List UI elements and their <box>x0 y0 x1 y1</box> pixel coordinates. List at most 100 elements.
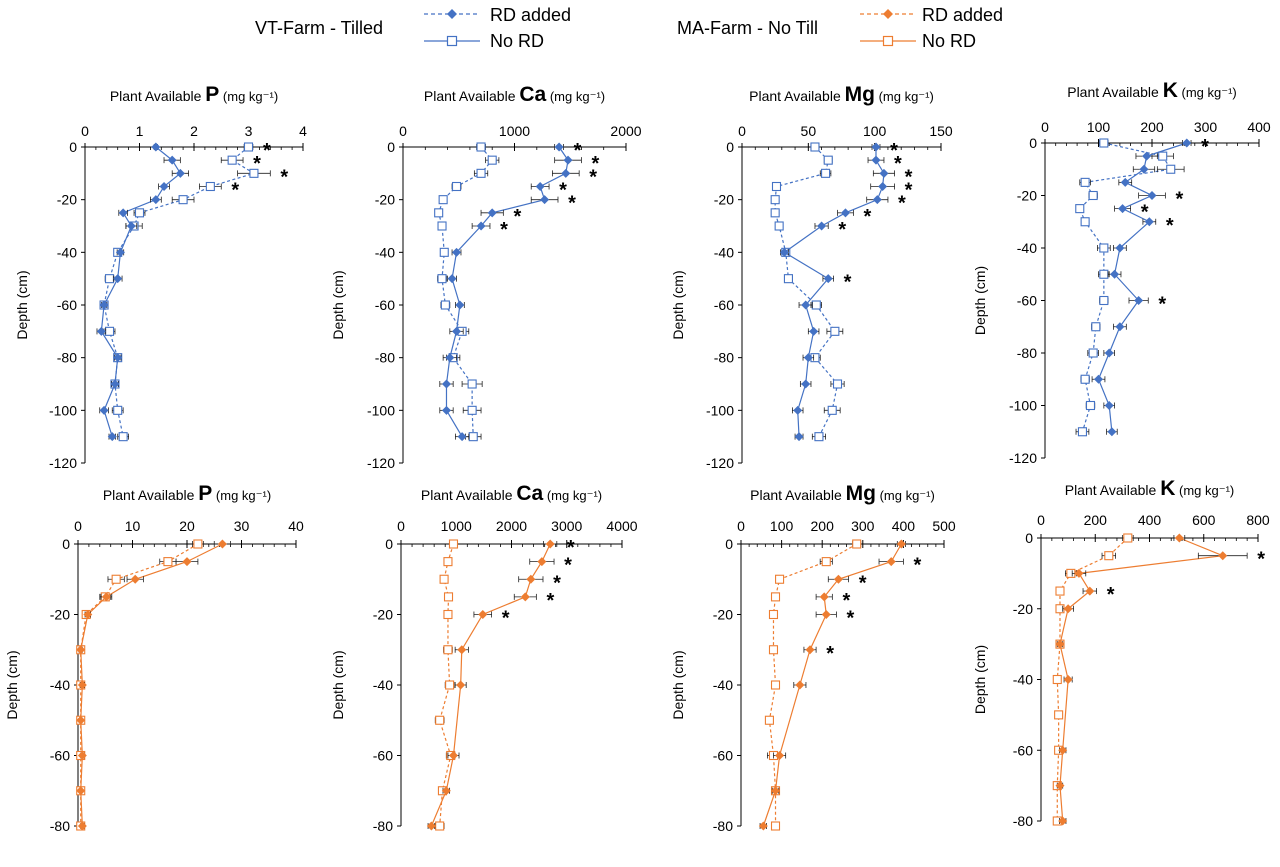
y-axis-label: Depth (cm) <box>670 270 686 339</box>
significance-asterisk: * <box>859 572 867 594</box>
data-point-diamond <box>535 182 545 191</box>
legend: VT-Farm - Tilled RD added No RD MA-Farm … <box>255 5 1003 51</box>
y-tick-label: -100 <box>706 402 734 418</box>
significance-asterisk: * <box>1158 294 1166 316</box>
x-tick-label: 200 <box>1140 119 1164 135</box>
data-point-diamond <box>833 574 843 584</box>
data-point-diamond <box>771 786 781 796</box>
data-point-square <box>111 574 121 584</box>
data-point-square <box>448 539 459 549</box>
chart-title-unit: (mg kg⁻¹) <box>546 89 605 104</box>
data-point-square <box>1158 151 1168 161</box>
data-point-square <box>1075 204 1085 214</box>
chart-title-nutrient: Ca <box>516 482 543 505</box>
y-tick-label: 0 <box>387 139 395 155</box>
data-point-square <box>1080 374 1090 384</box>
data-point-diamond <box>1104 401 1114 410</box>
significance-asterisk: * <box>500 219 508 241</box>
data-point-square <box>434 208 444 218</box>
data-point-diamond <box>487 208 497 218</box>
x-tick-label: 2 <box>190 123 198 139</box>
data-point-square <box>435 715 445 725</box>
data-point-square <box>134 208 145 218</box>
significance-asterisk: * <box>253 153 261 175</box>
series-line <box>1059 537 1226 822</box>
significance-asterisk: * <box>842 590 850 612</box>
x-tick-label: 20 <box>179 518 195 534</box>
legend-farm-label-ma: MA-Farm - No Till <box>677 18 818 38</box>
data-point-square <box>821 557 831 567</box>
data-point-square <box>775 574 785 584</box>
x-tick-label: 0 <box>1037 512 1045 528</box>
chart-vt-p: Plant Available P (mg kg⁻¹) 0 1 2 3 4 0 -20 -40 -… <box>14 83 307 471</box>
data-point-diamond <box>457 432 467 442</box>
x-tick-label: 30 <box>234 518 250 534</box>
y-tick-label: -60 <box>1013 742 1033 758</box>
data-point-diamond <box>1107 427 1117 437</box>
y-tick-label: -80 <box>713 818 733 834</box>
series-line <box>1056 537 1129 821</box>
chart-title-nutrient: K <box>1160 477 1175 500</box>
data-point-diamond <box>1055 781 1065 791</box>
series-rd-added <box>434 142 500 442</box>
data-point-square <box>205 181 215 192</box>
data-point-diamond <box>1115 322 1125 332</box>
series-line <box>1097 142 1187 432</box>
y-tick-label: -120 <box>367 455 395 471</box>
data-point-square <box>1054 710 1064 720</box>
significance-asterisk: * <box>592 153 600 175</box>
significance-asterisk: * <box>568 193 576 215</box>
data-point-square <box>1099 138 1109 148</box>
data-point-diamond <box>99 300 109 310</box>
data-point-square <box>830 326 840 336</box>
x-tick-label: 0 <box>397 518 405 534</box>
data-point-square <box>827 405 837 415</box>
legend-farm-label-vt: VT-Farm - Tilled <box>255 18 383 38</box>
data-point-square <box>193 539 203 549</box>
y-tick-label: -60 <box>713 748 733 764</box>
data-point-diamond <box>478 610 488 619</box>
data-point-square <box>832 379 843 389</box>
x-tick-label: 0 <box>74 518 82 534</box>
data-point-diamond <box>540 195 550 205</box>
data-point-square <box>487 155 497 165</box>
y-tick-label: -120 <box>1009 450 1037 466</box>
y-tick-label: -20 <box>713 607 733 623</box>
data-point-square <box>768 609 779 620</box>
chart-title: Plant Available Mg (mg kg⁻¹) <box>750 482 935 505</box>
data-point-diamond <box>803 353 813 363</box>
data-point-square <box>852 539 862 549</box>
data-point-square <box>468 432 478 442</box>
x-tick-label: 150 <box>929 123 953 139</box>
data-point-square <box>451 181 462 192</box>
y-tick-label: -60 <box>57 297 77 313</box>
y-tick-label: -60 <box>375 297 395 313</box>
significance-asterisk: * <box>280 166 288 188</box>
data-point-square <box>814 432 824 442</box>
data-point-square <box>443 645 453 655</box>
significance-asterisk: * <box>1175 189 1183 211</box>
data-point-square <box>1088 348 1098 358</box>
data-point-diamond <box>801 379 811 389</box>
data-point-diamond <box>817 221 827 231</box>
data-point-square <box>1104 551 1114 561</box>
significance-asterisk: * <box>905 166 913 188</box>
data-point-square <box>104 326 115 336</box>
significance-asterisk: * <box>838 219 846 241</box>
data-point-square <box>443 609 453 620</box>
data-point-square <box>770 821 781 831</box>
chart-title-unit: (mg kg⁻¹) <box>1178 85 1237 100</box>
chart-title: Plant Available K (mg kg⁻¹) <box>1067 79 1237 102</box>
data-point-square <box>113 405 123 415</box>
y-tick-label: -20 <box>1017 188 1037 204</box>
data-point-square <box>1080 177 1090 187</box>
chart-title: Plant Available K (mg kg⁻¹) <box>1065 477 1235 500</box>
significance-asterisk: * <box>574 140 582 162</box>
significance-asterisk: * <box>546 590 554 612</box>
y-tick-label: 0 <box>1029 135 1037 151</box>
significance-asterisk: * <box>894 153 902 175</box>
data-point-diamond <box>1139 164 1149 174</box>
data-point-diamond <box>115 247 125 257</box>
data-point-square <box>1080 217 1090 227</box>
data-point-diamond <box>113 353 123 363</box>
